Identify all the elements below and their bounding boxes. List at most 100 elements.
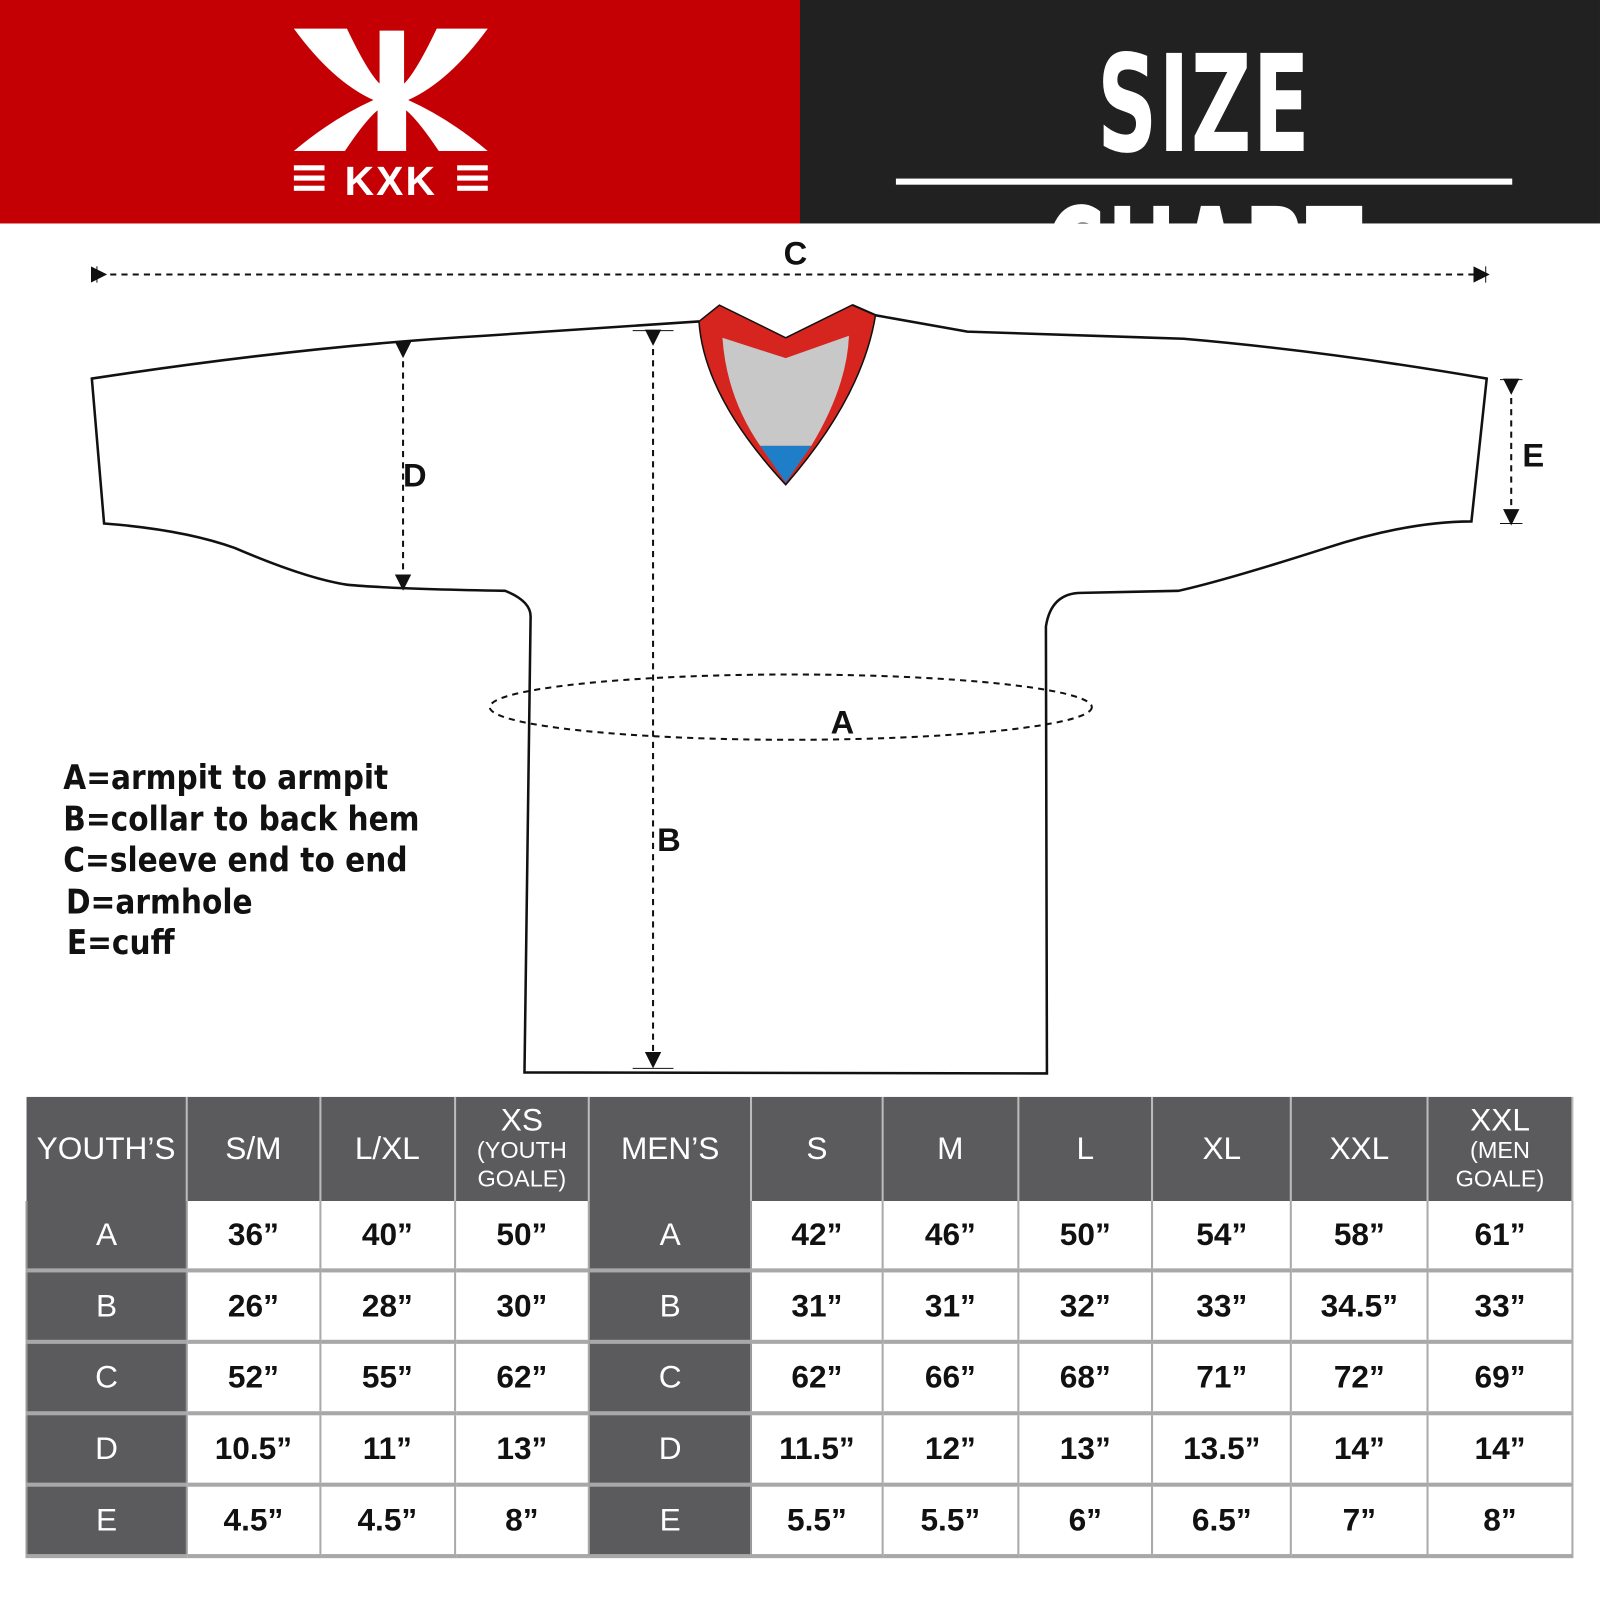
men-value: 11.5” (750, 1413, 884, 1487)
youth-value: 10.5” (185, 1413, 322, 1487)
brand-name: KXK (344, 159, 437, 205)
men-value: 33” (1426, 1270, 1574, 1344)
men-size-header: XXL (MEN GOALE) (1427, 1096, 1574, 1202)
kxk-logo-icon (293, 28, 488, 191)
table-row: E 4.5” 4.5” 8” E 5.5” 5.5” 6” 6.5” 7” 8” (25, 1484, 1574, 1559)
men-value: 14” (1426, 1413, 1574, 1487)
youth-size-header: L/XL (320, 1096, 456, 1202)
legend-item: B=collar to back hem (63, 798, 420, 839)
collar-blue (760, 445, 812, 483)
men-value: 8” (1426, 1484, 1574, 1559)
youth-value: 8” (453, 1484, 591, 1559)
row-key: C (25, 1341, 188, 1416)
table-row: D 10.5” 11” 13” D 11.5” 12” 13” 13.5” 14” 14” (25, 1413, 1574, 1487)
men-value: 6.5” (1151, 1484, 1293, 1559)
men-value: 5.5” (750, 1484, 884, 1559)
men-value: 5.5” (881, 1484, 1020, 1559)
men-value: 33” (1151, 1270, 1293, 1344)
label-c: C (783, 234, 808, 272)
men-value: 50” (1017, 1201, 1154, 1273)
men-value: 54” (1151, 1201, 1293, 1273)
youth-value: 4.5” (185, 1484, 322, 1559)
men-value: 13” (1017, 1413, 1154, 1487)
row-key: E (25, 1484, 188, 1559)
men-size-header: XXL (1291, 1096, 1429, 1202)
men-value: 14” (1290, 1413, 1429, 1487)
men-size-header: XL (1152, 1096, 1293, 1202)
legend-item: E=cuff (66, 922, 175, 963)
brand-banner: KXK (0, 0, 800, 224)
youth-value: 50” (453, 1201, 591, 1273)
header-label: S (806, 1130, 828, 1167)
row-key: B (588, 1270, 753, 1344)
men-value: 71” (1151, 1341, 1293, 1416)
row-key: D (25, 1413, 188, 1487)
page-title: SIZE CHART (1044, 26, 1364, 337)
table-header-row: YOUTH’S S/M L/XL XS (YOUTH GOALE) MEN’S S M L XL X… (26, 1096, 1574, 1202)
men-value: 12” (881, 1413, 1020, 1487)
jersey-outline (90, 303, 1489, 1075)
youth-value: 55” (319, 1341, 456, 1416)
men-value: 69” (1426, 1341, 1574, 1416)
men-header: MEN’S (589, 1096, 753, 1202)
men-size-header: M (882, 1096, 1020, 1202)
measurement-legend: A=armpit to armpit B=collar to back hem … (63, 757, 419, 964)
men-value: 68” (1017, 1341, 1154, 1416)
youth-value: 28” (319, 1270, 456, 1344)
header-label: S/M (225, 1130, 282, 1167)
header-sublabel: (MEN GOALE) (1455, 1136, 1545, 1192)
men-value: 6” (1017, 1484, 1154, 1559)
row-key: D (588, 1413, 753, 1487)
men-value: 31” (750, 1270, 884, 1344)
row-key: B (25, 1270, 188, 1344)
men-value: 58” (1290, 1201, 1429, 1273)
header-label: XS (500, 1102, 543, 1138)
youth-size-header: S/M (186, 1096, 322, 1202)
youth-value: 30” (453, 1270, 591, 1344)
men-value: 66” (881, 1341, 1020, 1416)
men-value: 31” (881, 1270, 1020, 1344)
header-label: YOUTH’S (36, 1130, 176, 1167)
youth-value: 4.5” (319, 1484, 456, 1559)
title-banner (799, 0, 1600, 224)
row-key: A (25, 1201, 188, 1273)
youth-value: 36” (185, 1201, 322, 1273)
header-label: MEN’S (620, 1130, 720, 1167)
header-label: M (937, 1130, 964, 1167)
table-row: A 36” 40” 50” A 42” 46” 50” 54” 58” 61” (25, 1201, 1574, 1273)
jersey-diagram (90, 266, 1523, 1075)
header-label: XXL (1470, 1102, 1530, 1138)
men-value: 42” (750, 1201, 884, 1273)
measure-a (488, 673, 1093, 741)
youth-value: 13” (453, 1413, 591, 1487)
label-e: E (1522, 436, 1545, 474)
row-key: E (588, 1484, 753, 1559)
table-row: C 52” 55” 62” C 62” 66” 68” 71” 72” 69” (25, 1341, 1574, 1416)
men-value: 62” (750, 1341, 884, 1416)
collar-gray (722, 335, 849, 446)
label-d: D (403, 457, 427, 494)
header-label: XXL (1329, 1130, 1390, 1167)
header-label: XL (1202, 1130, 1242, 1167)
men-value: 7” (1290, 1484, 1429, 1559)
men-size-header: L (1018, 1096, 1154, 1202)
youth-value: 40” (319, 1201, 456, 1273)
men-value: 13.5” (1151, 1413, 1293, 1487)
youth-value: 52” (185, 1341, 322, 1416)
row-key: A (588, 1201, 753, 1273)
header-label: L (1076, 1130, 1095, 1167)
men-value: 61” (1426, 1201, 1574, 1273)
legend-item: D=armhole (65, 881, 253, 921)
men-size-header: S (751, 1096, 884, 1202)
men-value: 32” (1017, 1270, 1154, 1344)
youth-size-header: XS (YOUTH GOALE) (454, 1096, 591, 1202)
label-b: B (657, 821, 681, 859)
row-key: C (588, 1341, 753, 1416)
title-underline (895, 178, 1513, 185)
label-a: A (830, 704, 855, 741)
youth-header: YOUTH’S (26, 1096, 188, 1202)
youth-value: 11” (319, 1413, 456, 1487)
header-label: L/XL (354, 1130, 420, 1167)
legend-item: A=armpit to armpit (63, 757, 389, 797)
